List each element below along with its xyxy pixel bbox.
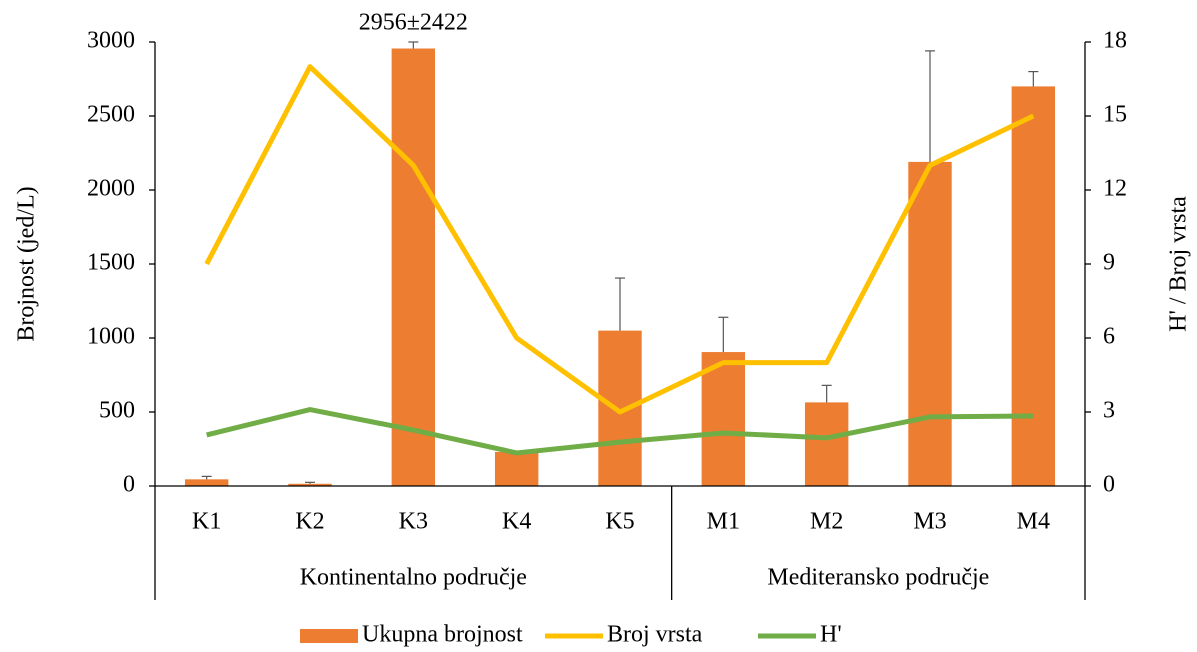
group-label: Mediteransko područje — [767, 565, 989, 591]
x-tick-label: K4 — [502, 509, 531, 535]
annotation: 2956±2422 — [359, 10, 468, 36]
x-tick-label: K1 — [192, 509, 221, 535]
y2-tick-label: 0 — [1103, 472, 1115, 498]
bar — [598, 330, 642, 486]
bar — [184, 479, 229, 486]
y2-tick-label: 18 — [1103, 28, 1127, 54]
line-series — [204, 64, 1035, 415]
y-tick-label: 2500 — [87, 102, 135, 128]
x-tick-label: M1 — [707, 509, 740, 535]
y-tick-label: 0 — [123, 472, 135, 498]
group-label: Kontinentalno područje — [300, 565, 527, 591]
y2-tick-label: 12 — [1103, 176, 1127, 202]
line-series — [206, 407, 1034, 456]
bar — [288, 483, 332, 486]
y-axis-title: Brojnost (jed/L) — [14, 186, 40, 341]
bar — [804, 402, 849, 486]
y-tick-label: 1000 — [87, 324, 135, 350]
y-tick-label: 500 — [99, 398, 135, 424]
y2-tick-label: 6 — [1103, 324, 1115, 350]
y-tick-label: 1500 — [87, 250, 135, 276]
bar — [908, 161, 952, 486]
bar — [1011, 86, 1056, 487]
legend-swatch — [300, 629, 358, 643]
y2-tick-label: 15 — [1103, 102, 1127, 128]
x-tick-label: M4 — [1017, 509, 1050, 535]
x-tick-label: M3 — [913, 509, 946, 535]
bar — [701, 352, 746, 486]
bar — [391, 48, 436, 487]
y2-axis-title: H' / Broj vrsta — [1166, 196, 1192, 332]
x-tick-label: K3 — [399, 509, 428, 535]
legend-label: Broj vrsta — [607, 622, 703, 648]
legend-label: Ukupna brojnost — [362, 622, 523, 648]
legend-label: H' — [820, 622, 842, 648]
x-tick-label: K2 — [295, 509, 324, 535]
x-tick-label: K5 — [605, 509, 634, 535]
x-tick-label: M2 — [810, 509, 843, 535]
y-tick-label: 3000 — [87, 28, 135, 54]
bar — [494, 451, 539, 486]
y2-tick-label: 3 — [1103, 398, 1115, 424]
y-tick-label: 2000 — [87, 176, 135, 202]
y2-tick-label: 9 — [1103, 250, 1115, 276]
